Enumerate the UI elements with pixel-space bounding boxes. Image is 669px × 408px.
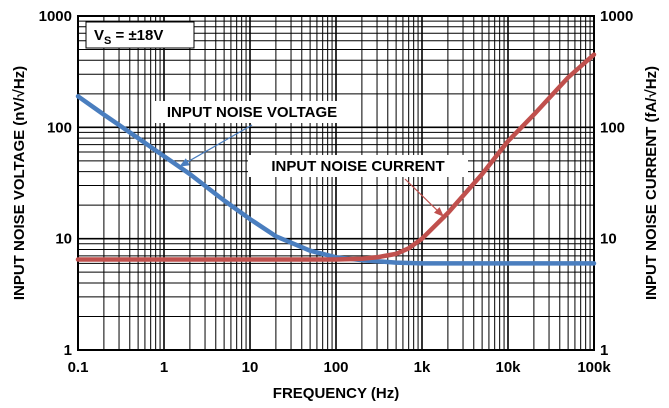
annotation-label: INPUT NOISE VOLTAGE: [167, 104, 337, 121]
x-tick-label: 10: [242, 359, 259, 376]
annotation-arrowhead: [179, 158, 190, 167]
y-tick-label-right: 1: [600, 342, 608, 359]
x-tick-label: 10k: [495, 359, 521, 376]
series-layer: [75, 52, 597, 266]
annotation-arrowhead: [433, 207, 444, 217]
condition-rest: = ±18V: [111, 27, 163, 44]
condition-label: VS = ±18V: [94, 27, 163, 47]
condition-subscript: S: [104, 35, 111, 47]
y-tick-label-left: 10: [55, 231, 72, 248]
series-line-input-noise-current: [75, 52, 597, 262]
y-tick-label-right: 1000: [600, 8, 633, 25]
condition-main: V: [94, 27, 104, 44]
condition-label-box: [85, 21, 195, 49]
annotation-arrow: [178, 124, 253, 168]
y-tick-label-left: 100: [47, 119, 72, 136]
annotation-box: [248, 155, 468, 177]
grid: [78, 16, 594, 350]
y-tick-label-right: 100: [600, 119, 625, 136]
y-tick-label-right: 10: [600, 231, 617, 248]
plot-frame: [77, 15, 595, 351]
x-tick-label: 100: [323, 359, 348, 376]
x-axis-label: FREQUENCY (Hz): [273, 385, 399, 402]
annotations: INPUT NOISE VOLTAGE INPUT NOISE CURRENT: [152, 101, 468, 218]
y-tick-label-left: 1: [64, 342, 72, 359]
x-tick-label: 1: [160, 359, 168, 376]
annotation-label: INPUT NOISE CURRENT: [271, 158, 444, 175]
y-axis-label-left: INPUT NOISE VOLTAGE (nV/√Hz): [11, 66, 28, 300]
x-tick-label: 100k: [577, 359, 611, 376]
series-line-input-noise-voltage: [75, 94, 597, 266]
x-tick-label: 1k: [414, 359, 431, 376]
y-axis-label-right: INPUT NOISE CURRENT (fA/√Hz): [643, 66, 660, 300]
y-tick-label-left: 1000: [39, 8, 72, 25]
annotation-box: [152, 101, 352, 123]
x-tick-label: 0.1: [68, 359, 89, 376]
